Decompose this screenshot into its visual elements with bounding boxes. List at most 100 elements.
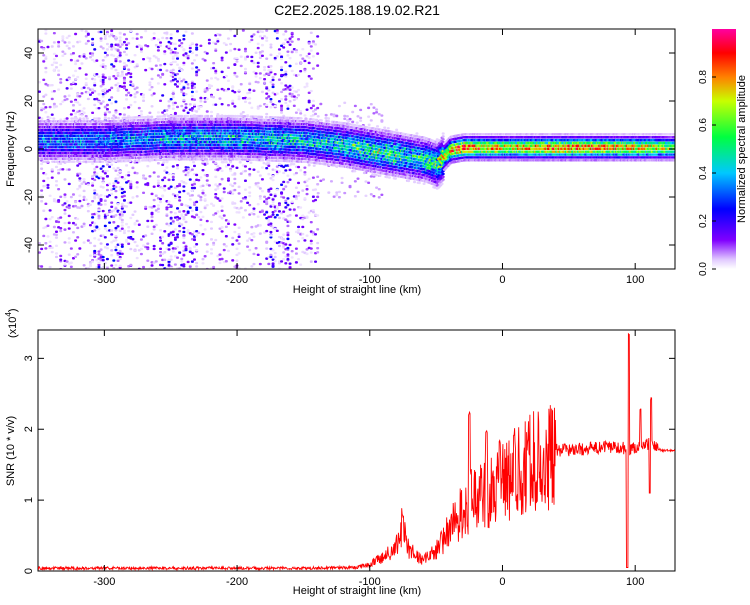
spectrogram-cell bbox=[97, 257, 101, 260]
spectrogram-cell bbox=[258, 174, 262, 177]
spectrogram-cell bbox=[122, 33, 126, 36]
spectrogram-cell bbox=[216, 197, 220, 200]
spectrogram-cell bbox=[110, 96, 114, 99]
spectrogram-cell bbox=[163, 230, 167, 233]
spectrogram-cell bbox=[214, 49, 218, 52]
spectrogram-cell bbox=[214, 76, 218, 80]
spectrogram-cell bbox=[286, 40, 290, 44]
spectrogram-cell bbox=[269, 177, 273, 180]
spectrogram-cell bbox=[299, 112, 303, 115]
spectrogram-cell bbox=[305, 108, 309, 111]
spectrogram-cell bbox=[159, 200, 163, 204]
spectrogram-cell bbox=[248, 191, 252, 194]
spectrogram-cell bbox=[118, 229, 122, 232]
spectrogram-cell bbox=[343, 117, 347, 120]
spectrogram-cell bbox=[122, 177, 126, 180]
spectrogram-cell bbox=[294, 214, 298, 217]
spectrogram-cell bbox=[277, 100, 281, 103]
spectrogram-cell bbox=[286, 107, 290, 110]
spectrogram-cell bbox=[173, 196, 177, 199]
spectrogram-cell bbox=[67, 168, 71, 171]
spectrogram-cell bbox=[309, 247, 313, 250]
spectrogram-cell bbox=[161, 235, 165, 239]
spectrogram-cell bbox=[280, 57, 284, 61]
spectrogram-cell bbox=[286, 257, 290, 261]
spectrogram-cell bbox=[163, 184, 167, 188]
spectrogram-cell bbox=[195, 208, 199, 211]
spectrogram-cell bbox=[178, 190, 182, 194]
spectrogram-cell bbox=[297, 194, 301, 197]
spectrogram-cell bbox=[256, 65, 260, 68]
spectrogram-cell bbox=[367, 106, 371, 110]
spectrogram-cell bbox=[377, 188, 381, 191]
spectrogram-cell bbox=[186, 174, 190, 177]
spectrogram-cell bbox=[188, 247, 192, 250]
spectrogram-cell bbox=[280, 108, 284, 112]
spectrogram-cell bbox=[67, 94, 71, 97]
spectrogram-cell bbox=[243, 67, 247, 71]
spectrogram-cell bbox=[186, 192, 190, 195]
spectrogram-cell bbox=[120, 72, 124, 76]
spectrogram-cell bbox=[303, 68, 307, 71]
spectrogram-cell bbox=[114, 229, 118, 232]
spectrogram-cell bbox=[209, 110, 213, 114]
spectrogram-cell bbox=[93, 178, 97, 182]
spectrogram-cell bbox=[167, 233, 171, 236]
spectrogram-cell bbox=[78, 103, 82, 107]
spectrogram-cell bbox=[105, 169, 109, 173]
spectrogram-cell bbox=[218, 33, 222, 37]
spectrogram-cell bbox=[146, 225, 150, 228]
spectrogram-cell bbox=[193, 164, 197, 168]
spectrogram-cell bbox=[297, 108, 301, 111]
spectrogram-cell bbox=[372, 106, 376, 109]
spectrogram-cell bbox=[80, 204, 84, 208]
spectrogram-cell bbox=[367, 181, 371, 185]
spectrogram-cell bbox=[239, 112, 243, 116]
spectrogram-cell bbox=[182, 265, 186, 268]
spectrogram-cell bbox=[216, 38, 220, 41]
spectrogram-cell bbox=[112, 209, 116, 212]
spectrogram-cell bbox=[82, 264, 86, 267]
spectrogram-cell bbox=[226, 103, 230, 107]
spectrogram-cell bbox=[161, 195, 165, 198]
spectrogram-cell bbox=[314, 188, 318, 191]
spectrogram-cell bbox=[216, 184, 220, 188]
spectrogram-cell bbox=[190, 94, 194, 98]
spectrogram-cell bbox=[88, 264, 92, 268]
spectrogram-cell bbox=[277, 210, 281, 213]
spectrogram-cell bbox=[159, 76, 163, 79]
spectrogram-cell bbox=[311, 176, 315, 179]
spectrogram-cell bbox=[182, 234, 186, 237]
spectrogram-cell bbox=[108, 75, 112, 79]
spectrogram-cell bbox=[76, 253, 80, 256]
spectrogram-cell bbox=[260, 43, 264, 47]
spectrogram-cell bbox=[55, 160, 59, 163]
spectrogram-cell bbox=[286, 237, 290, 241]
spectrogram-cell bbox=[91, 260, 95, 263]
spectrogram-cell bbox=[205, 250, 209, 253]
spectrogram-cell bbox=[216, 40, 220, 43]
spectrogram-cell bbox=[314, 43, 318, 46]
spectrogram-cell bbox=[265, 87, 269, 90]
spectrogram-cell bbox=[303, 197, 307, 200]
spectrogram-cell bbox=[167, 224, 171, 227]
spectrogram-cell bbox=[193, 245, 197, 248]
spectrogram-cell bbox=[269, 187, 273, 190]
spectrogram-cell bbox=[280, 111, 284, 114]
spectrogram-cell bbox=[167, 260, 171, 263]
spectrogram-cell bbox=[171, 230, 175, 234]
spectrogram-cell bbox=[63, 212, 67, 215]
spectrogram-cell bbox=[332, 195, 336, 198]
spectrogram-cell bbox=[125, 88, 129, 92]
spectrogram-cell bbox=[286, 197, 290, 200]
spectrogram-cell bbox=[74, 223, 78, 226]
spectrogram-cell bbox=[178, 66, 182, 70]
spectrogram-cell bbox=[182, 61, 186, 65]
spectrogram-cell bbox=[243, 165, 247, 168]
spectrogram-cell bbox=[246, 55, 250, 58]
spectrogram-cell bbox=[269, 193, 273, 196]
spectrogram-cell bbox=[203, 194, 207, 197]
spectrogram-cell bbox=[46, 183, 50, 187]
spectrogram-cell bbox=[214, 69, 218, 73]
